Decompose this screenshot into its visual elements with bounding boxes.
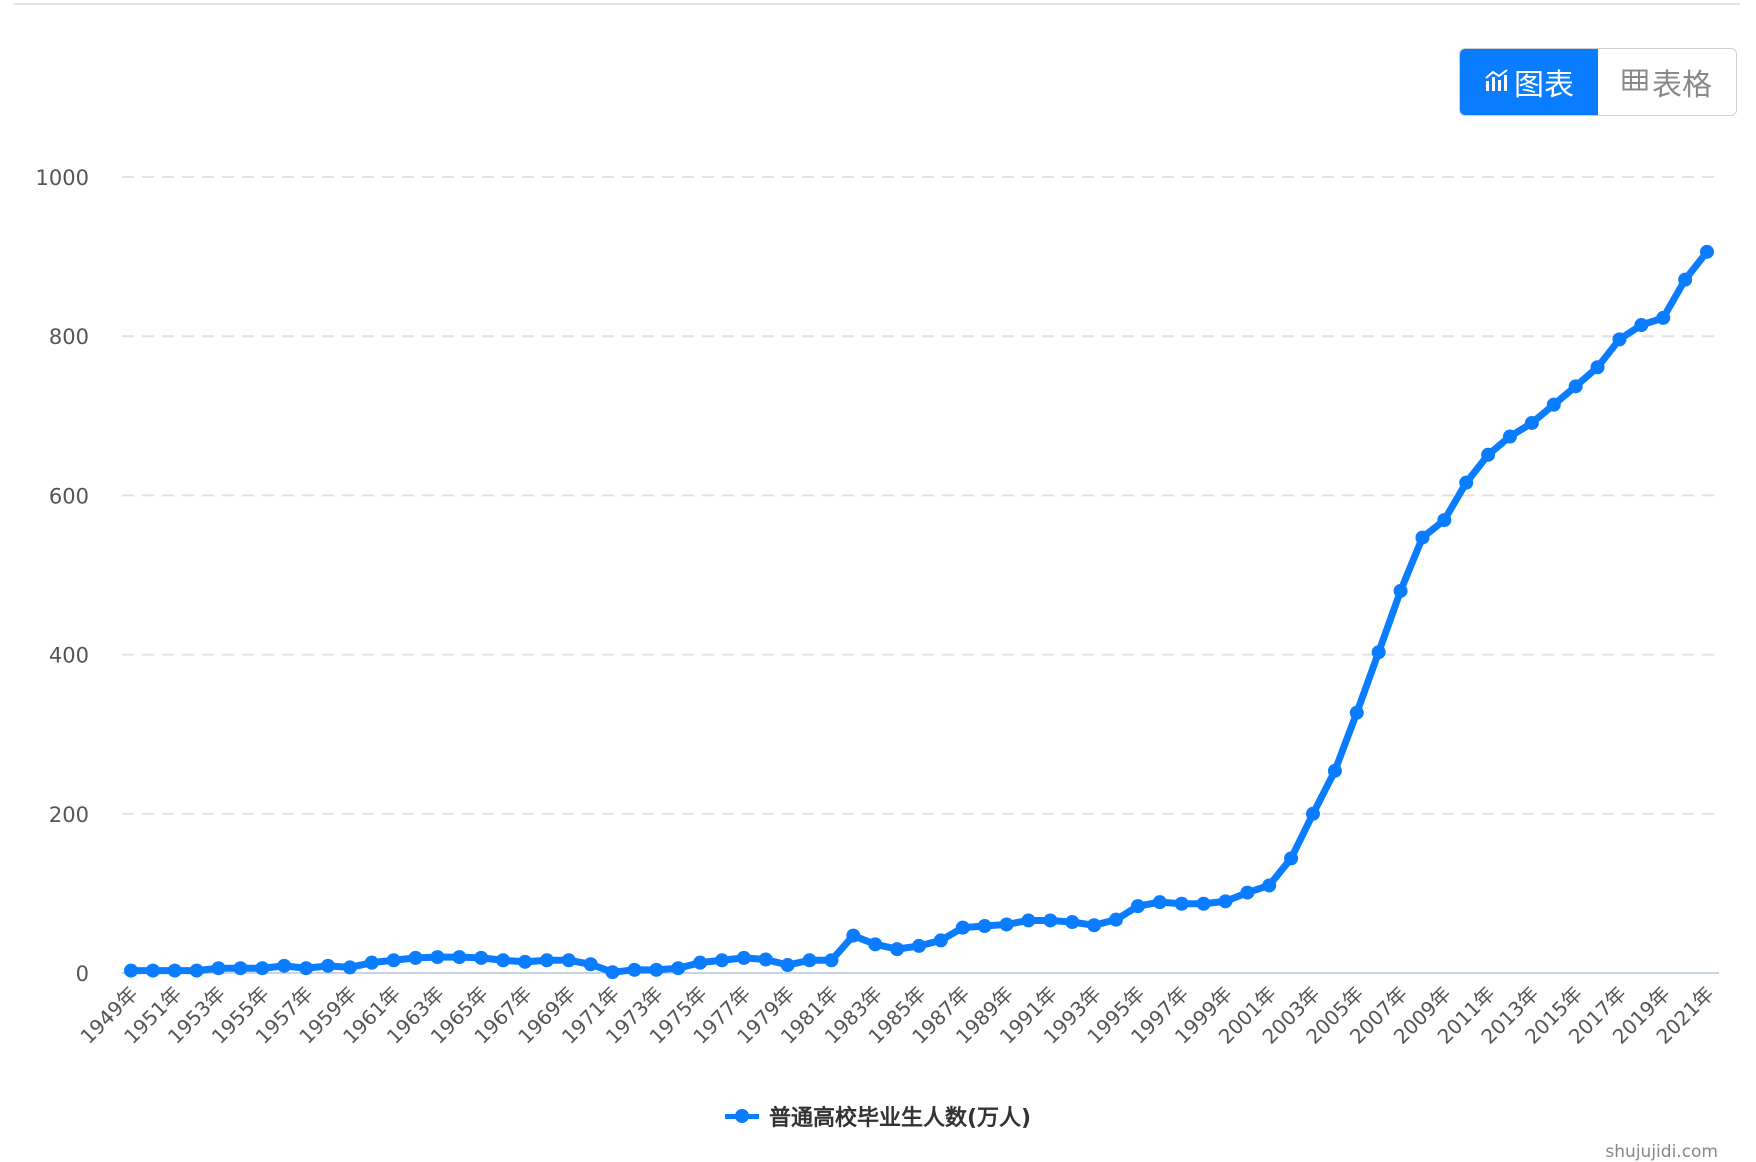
data-point xyxy=(167,963,182,978)
data-point xyxy=(802,953,817,968)
data-point xyxy=(955,920,970,935)
legend-series-label: 普通高校毕业生人数(万人) xyxy=(768,1106,1032,1131)
data-point xyxy=(561,953,576,968)
data-point xyxy=(977,919,992,934)
data-point xyxy=(277,958,292,973)
series-line xyxy=(131,249,1710,976)
data-point xyxy=(1700,244,1714,259)
data-point xyxy=(1262,878,1277,893)
data-point xyxy=(1371,645,1386,660)
data-point xyxy=(1590,360,1605,375)
data-point xyxy=(1196,896,1211,911)
data-point xyxy=(605,965,620,980)
data-point xyxy=(1634,318,1649,333)
data-point xyxy=(824,953,839,968)
data-point xyxy=(1524,415,1539,430)
data-point xyxy=(1043,913,1058,928)
data-point xyxy=(1503,429,1517,444)
top-divider xyxy=(14,3,1740,5)
data-point xyxy=(1415,530,1430,545)
bar-line-chart-icon xyxy=(1484,65,1510,100)
data-point xyxy=(124,963,138,978)
y-tick-label: 400 xyxy=(49,644,89,668)
data-point xyxy=(1087,918,1102,933)
table-view-button[interactable]: 表格 xyxy=(1598,49,1736,115)
data-point xyxy=(1393,583,1408,598)
data-point xyxy=(145,963,160,978)
data-point xyxy=(386,953,401,968)
data-point xyxy=(299,961,314,976)
data-point xyxy=(430,950,445,965)
data-point xyxy=(999,917,1014,932)
data-point xyxy=(1327,763,1342,778)
data-point xyxy=(912,938,926,953)
data-point xyxy=(321,958,335,973)
data-point xyxy=(780,958,795,973)
data-point xyxy=(408,950,423,965)
legend[interactable]: 普通高校毕业生人数(万人) xyxy=(0,1100,1756,1132)
data-point xyxy=(474,950,489,965)
data-point xyxy=(233,961,248,976)
legend-series-marker xyxy=(724,1109,759,1123)
data-point xyxy=(1306,806,1320,821)
data-point xyxy=(1437,513,1452,528)
data-point xyxy=(583,957,598,972)
view-toggle: 图表 表格 xyxy=(1459,48,1737,116)
data-point xyxy=(1021,913,1036,928)
y-tick-label: 1000 xyxy=(36,166,89,190)
data-point xyxy=(736,950,751,965)
watermark: shujujidi.com xyxy=(1605,1142,1718,1162)
data-point xyxy=(868,937,883,952)
data-point xyxy=(1284,851,1299,866)
table-grid-icon xyxy=(1622,65,1648,100)
data-point xyxy=(933,933,948,948)
chart-view-label: 图表 xyxy=(1514,68,1574,103)
data-point xyxy=(671,961,686,976)
data-point xyxy=(1568,379,1583,394)
data-point xyxy=(1481,447,1496,462)
data-point xyxy=(211,961,226,976)
data-point xyxy=(452,950,467,965)
table-view-label: 表格 xyxy=(1652,68,1712,103)
data-point xyxy=(364,955,379,970)
data-point xyxy=(189,963,204,978)
data-point xyxy=(715,953,729,968)
data-point xyxy=(693,955,708,970)
data-point xyxy=(1349,705,1364,720)
data-point xyxy=(890,942,905,957)
data-point xyxy=(846,928,861,943)
data-point xyxy=(1678,272,1693,287)
chart-view-button[interactable]: 图表 xyxy=(1460,49,1598,115)
data-point xyxy=(627,962,642,977)
data-point xyxy=(1152,895,1167,910)
data-point xyxy=(1546,397,1561,412)
y-tick-label: 200 xyxy=(49,803,89,827)
data-point xyxy=(1240,885,1255,900)
data-point xyxy=(1130,899,1145,914)
data-point xyxy=(1218,894,1233,909)
data-point xyxy=(1459,475,1474,490)
data-point xyxy=(649,962,664,977)
data-point xyxy=(518,954,532,969)
data-point xyxy=(539,953,554,968)
y-tick-label: 800 xyxy=(49,325,89,349)
y-tick-label: 0 xyxy=(76,962,89,986)
data-point xyxy=(1109,912,1123,927)
data-point xyxy=(1065,915,1080,930)
data-point xyxy=(342,960,357,975)
data-point xyxy=(255,961,270,976)
data-point xyxy=(1656,310,1671,325)
data-point xyxy=(496,953,511,968)
data-point xyxy=(1612,332,1627,347)
y-tick-label: 600 xyxy=(49,484,89,508)
data-point xyxy=(758,952,773,967)
data-point xyxy=(1174,896,1189,911)
